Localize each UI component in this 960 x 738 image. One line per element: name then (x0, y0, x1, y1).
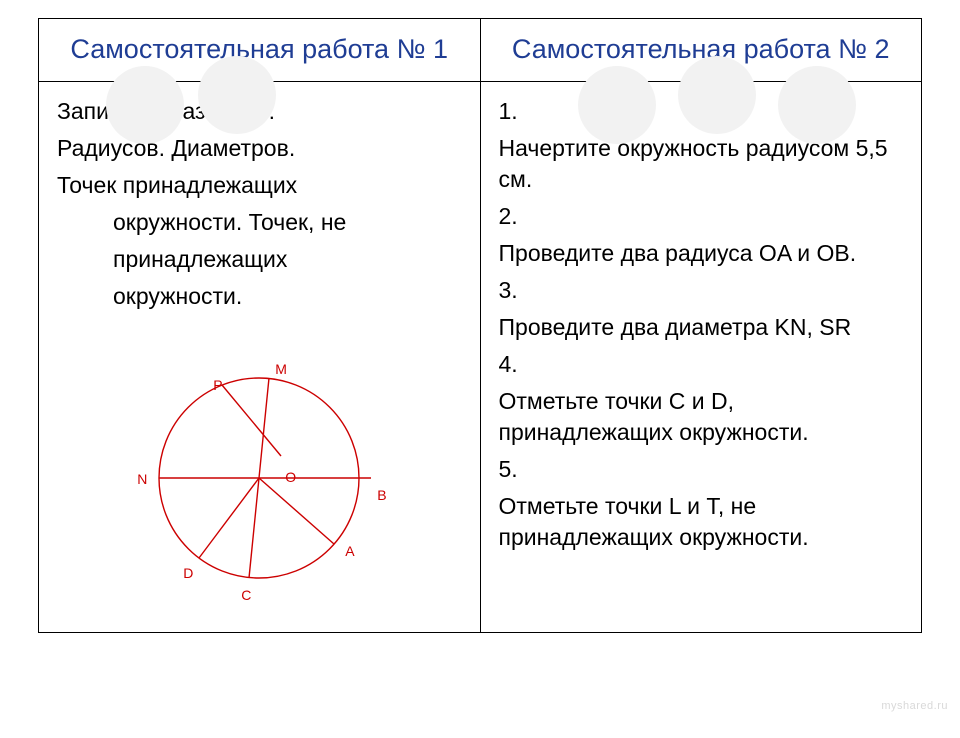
circle-diagram: M P N O B A D C (109, 318, 409, 618)
circle-label-O: O (285, 468, 296, 487)
t1-line3d: окружности. (57, 281, 462, 312)
t2-n4: 4. (499, 349, 904, 380)
task-1-cell: Запишите название: Радиусов. Диаметров. … (39, 81, 481, 632)
t1-line1: Запишите название: (57, 96, 462, 127)
watermark: myshared.ru (881, 700, 948, 712)
t1-line2: Радиусов. Диаметров. (57, 133, 462, 164)
t2-t3: Проведите два диаметра KN, SR (499, 312, 904, 343)
t2-n1: 1. (499, 96, 904, 127)
t1-line3b: окружности. Точек, не (57, 207, 462, 238)
header-right: Самостоятельная работа № 2 (480, 19, 922, 82)
t2-n3: 3. (499, 275, 904, 306)
t2-t1: Начертите окружность радиусом 5,5 см. (499, 133, 904, 195)
task-2-cell: 1. Начертите окружность радиусом 5,5 см.… (480, 81, 922, 632)
circle-label-P: P (213, 376, 222, 395)
t1-line3c: принадлежащих (57, 244, 462, 275)
t2-n5: 5. (499, 454, 904, 485)
t2-n2: 2. (499, 201, 904, 232)
circle-label-A: A (345, 542, 354, 561)
worksheet-table: Самостоятельная работа № 1 Самостоятельн… (38, 18, 922, 633)
circle-label-D: D (183, 564, 193, 583)
t2-t2: Проведите два радиуса OA и OB. (499, 238, 904, 269)
t2-t4: Отметьте точки C и D, принадлежащих окру… (499, 386, 904, 448)
circle-label-N: N (137, 470, 147, 489)
t1-line3a: Точек принадлежащих (57, 170, 462, 201)
circle-label-M: M (275, 360, 287, 379)
circle-label-C: C (241, 586, 251, 605)
header-left: Самостоятельная работа № 1 (39, 19, 481, 82)
t2-t5: Отметьте точки L и T, не принадлежащих о… (499, 491, 904, 553)
circle-label-B: B (377, 486, 386, 505)
circle-svg (109, 318, 409, 618)
